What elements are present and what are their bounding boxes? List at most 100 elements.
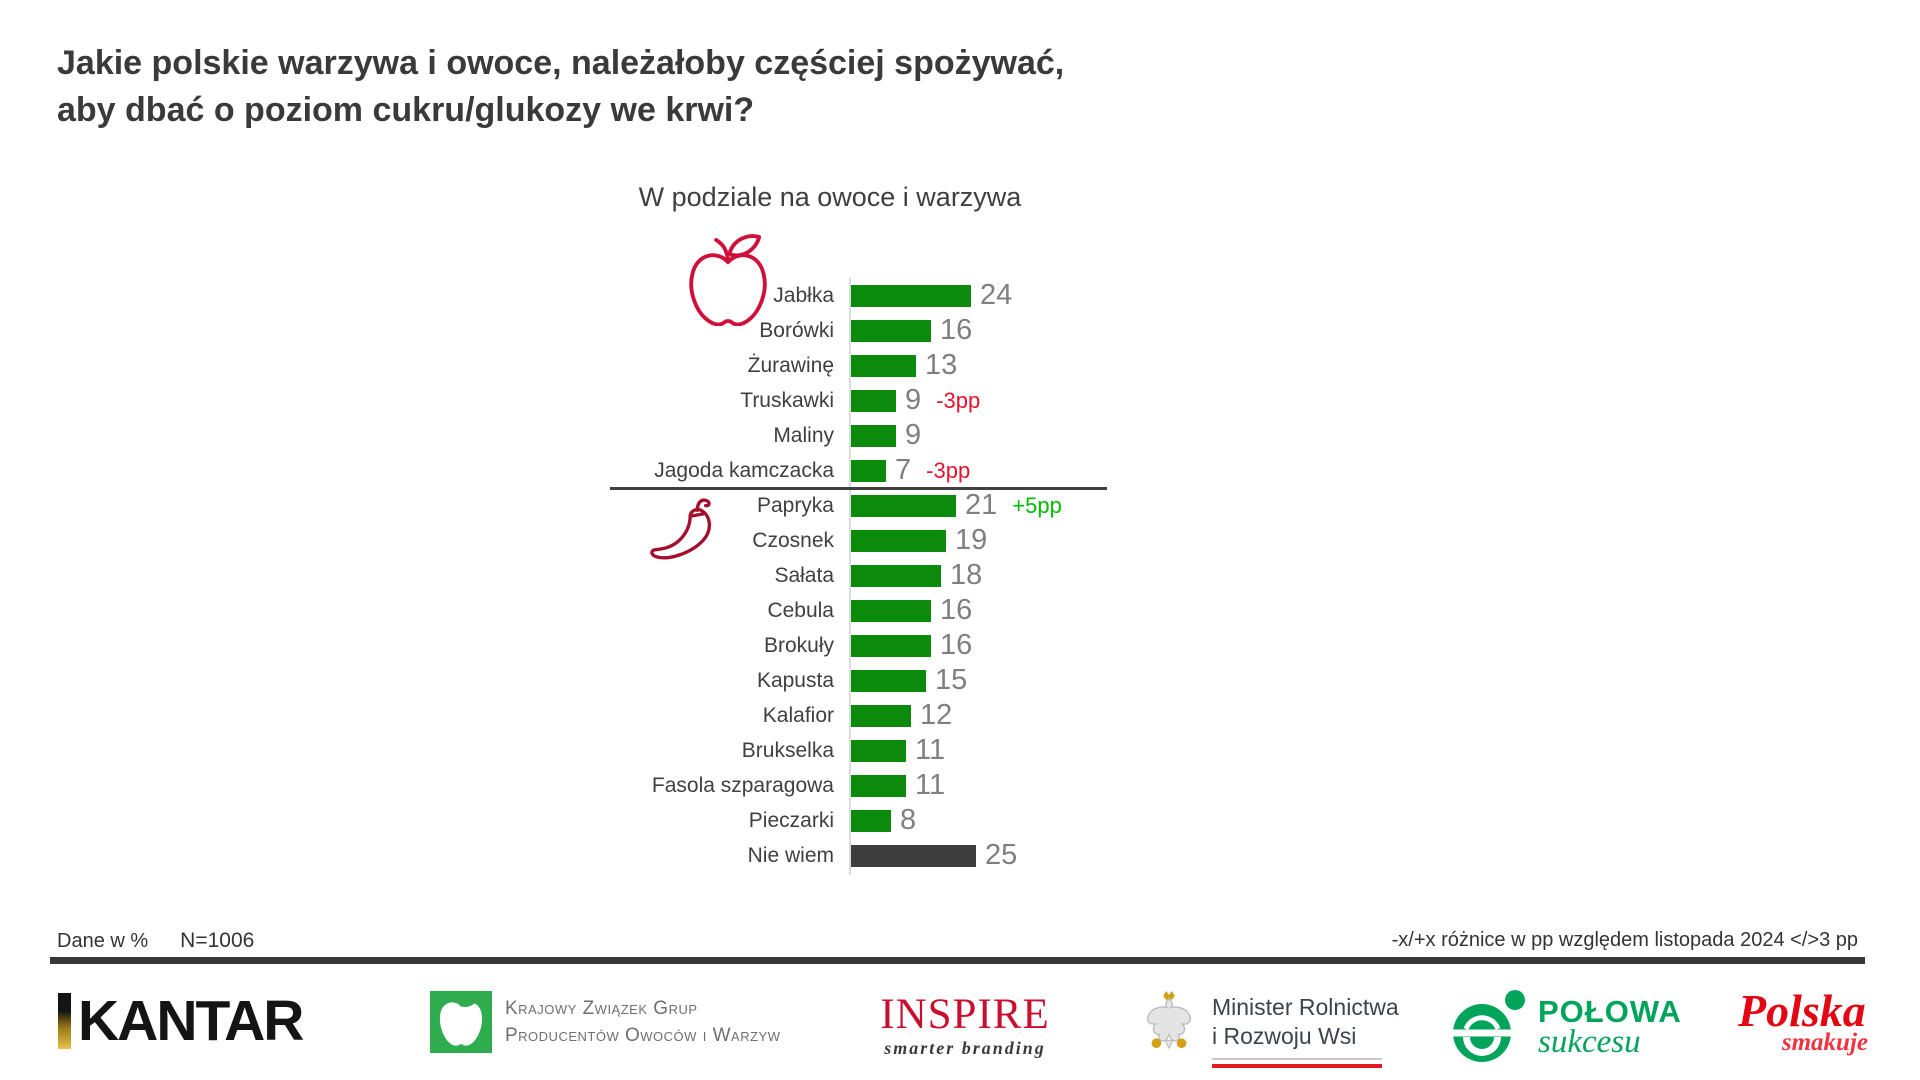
chart-row: Fasola szparagowa 11: [500, 768, 1400, 803]
chart-row: Brukselka 11: [500, 733, 1400, 768]
axis-baseline: [849, 278, 851, 875]
value-label: 19: [955, 524, 988, 556]
title-line-1: Jakie polskie warzywa i owoce, należałob…: [57, 44, 1065, 82]
inspire-tagline: smarter branding: [884, 1038, 1046, 1058]
category-label: Sałata: [774, 563, 834, 587]
chart-row: Papryka 21 +5pp: [500, 488, 1400, 523]
value-label: 16: [940, 594, 973, 626]
inspire-wordmark: INSPIRE: [880, 991, 1050, 1038]
chart-row: Jabłka 24: [500, 278, 1400, 313]
apple-icon: [689, 234, 767, 326]
category-label: Czosnek: [752, 528, 834, 552]
value-label: 7: [895, 454, 912, 486]
delta-label: +5pp: [1012, 492, 1062, 518]
chart-row: Truskawki 9 -3pp: [500, 383, 1400, 418]
kantar-wordmark: KANTAR: [78, 989, 304, 1053]
value-bar: [851, 354, 916, 377]
value-label: 12: [920, 699, 953, 731]
chart-row: Cebula 16: [500, 593, 1400, 628]
kzgpoiw-logo: Krajowy Związek Grup Producentów Owoców …: [430, 991, 780, 1053]
category-label: Kapusta: [756, 668, 834, 692]
polowa-line-2: sukcesu: [1538, 1024, 1641, 1060]
category-label: Maliny: [773, 423, 834, 447]
pepper-icon: [650, 498, 711, 560]
chart-row: Borówki 16: [500, 313, 1400, 348]
inspire-logo: INSPIRE smarter branding: [880, 991, 1050, 1059]
category-label: Jagoda kamczacka: [654, 458, 834, 482]
minister-logo-text: Minister Rolnictwa i Rozwoju Wsi: [1212, 987, 1399, 1068]
logo-strip: KANTAR Krajowy Związek Grup Producentów …: [0, 985, 1920, 1080]
polska-line-1: Polska: [1738, 985, 1866, 1036]
value-bar: [851, 529, 946, 552]
value-bar: [851, 389, 896, 412]
polowa-sukcesu-logo: POŁOWA sukcesu: [1448, 989, 1682, 1065]
category-label: Brukselka: [741, 738, 834, 762]
chart-subtitle: W podziale na owoce i warzywa: [638, 182, 1022, 212]
polska-smakuje-logo: Polska smakuje: [1738, 985, 1868, 1057]
category-label: Brokuły: [763, 633, 834, 657]
category-label: Pieczarki: [748, 808, 834, 832]
value-label: 16: [940, 314, 973, 346]
chart-row: Żurawinę 13: [500, 348, 1400, 383]
value-label: 8: [900, 804, 917, 836]
value-label: 18: [950, 559, 983, 591]
value-bar: [851, 809, 891, 832]
value-label: 21: [965, 489, 998, 521]
value-label: 13: [925, 349, 958, 381]
flag-white-stripe: [1212, 1058, 1382, 1060]
category-label: Papryka: [756, 493, 834, 517]
value-bar: [851, 669, 926, 692]
polska-line-2: smakuje: [1781, 1029, 1868, 1056]
value-label: 9: [905, 419, 922, 451]
chart-row: Kalafior 12: [500, 698, 1400, 733]
value-bar: [851, 564, 941, 587]
page-title: Jakie polskie warzywa i owoce, należałob…: [57, 40, 1064, 134]
value-bar: [851, 459, 886, 482]
kantar-gold-bar-icon: [58, 993, 71, 1049]
value-bar: [851, 284, 971, 307]
chart-row: Czosnek 19: [500, 523, 1400, 558]
title-line-2: aby dbać o poziom cukru/glukozy we krwi?: [57, 91, 755, 129]
sample-size: N=1006: [180, 929, 255, 952]
minister-logo: Minister Rolnictwa i Rozwoju Wsi: [1140, 987, 1399, 1068]
chart-row: Pieczarki 8: [500, 803, 1400, 838]
minister-line-1: Minister Rolnictwa: [1212, 994, 1399, 1020]
footer-rule: [50, 957, 1865, 964]
value-bar: [851, 634, 931, 657]
kzg-line-2: Producentów Owoców i Warzyw: [505, 1025, 781, 1046]
polowa-circle-icon: [1450, 990, 1525, 1062]
data-unit-note: Dane w %: [57, 930, 149, 952]
flag-red-stripe: [1212, 1064, 1382, 1068]
value-label: 11: [915, 769, 946, 801]
value-label: 16: [940, 629, 973, 661]
value-bar: [851, 844, 976, 867]
value-bar: [851, 424, 896, 447]
category-label: Nie wiem: [747, 843, 834, 867]
fruit-vegetable-divider: [610, 487, 1107, 490]
chart-rows: Jabłka 24 Borówki 16 Żurawinę 13 Truskawki 9 -3p…: [500, 278, 1400, 873]
chart-row: Nie wiem 25: [500, 838, 1400, 873]
value-bar: [851, 704, 911, 727]
value-bar: [851, 319, 931, 342]
footer-note: -x/+x różnice w pp względem listopada 20…: [1391, 929, 1858, 951]
value-label: 11: [915, 734, 946, 766]
category-label: Kalafior: [762, 703, 834, 727]
kzg-line-1: Krajowy Związek Grup: [505, 998, 698, 1019]
category-label: Jabłka: [773, 283, 834, 307]
value-bar: [851, 739, 906, 762]
kzg-logo-text: Krajowy Związek Grup Producentów Owoców …: [505, 995, 780, 1049]
value-label: 15: [935, 664, 968, 696]
category-label: Borówki: [759, 318, 834, 342]
chart-row: Sałata 18: [500, 558, 1400, 593]
chart-row: Brokuły 16: [500, 628, 1400, 663]
eagle-emblem-icon: [1146, 991, 1192, 1050]
delta-label: -3pp: [936, 387, 981, 413]
bar-chart: Jabłka 24 Borówki 16 Żurawinę 13 Truskawki 9 -3p…: [500, 234, 1400, 878]
chart-row: Maliny 9: [500, 418, 1400, 453]
value-label: 9: [905, 384, 922, 416]
chart-row: Kapusta 15: [500, 663, 1400, 698]
kzg-apple-square-icon: [430, 991, 492, 1053]
delta-label: -3pp: [926, 457, 971, 483]
category-label: Cebula: [767, 598, 834, 622]
kantar-logo: KANTAR: [58, 989, 304, 1053]
